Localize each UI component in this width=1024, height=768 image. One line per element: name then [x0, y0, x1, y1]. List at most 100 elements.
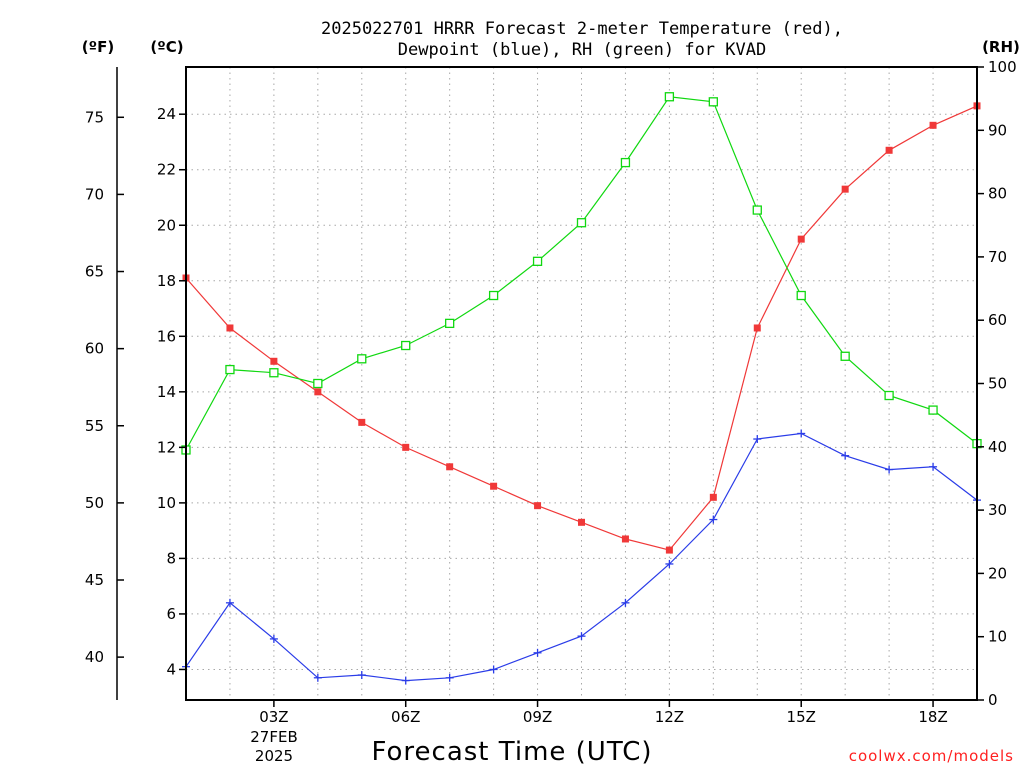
dewpoint-point	[753, 435, 762, 444]
axes: 4 6 8 10 12 14 16 18 20 22 24 40 45 50 55 60 65 70 75 0 10 20…	[85, 58, 1017, 726]
rh-point	[884, 390, 894, 401]
fahrenheit-tick-label: 55	[85, 417, 104, 435]
fahrenheit-tick-label: 60	[85, 340, 104, 358]
rh-point	[576, 218, 587, 228]
temperature-point	[841, 185, 849, 193]
celsius-tick-label: 20	[157, 216, 176, 234]
rh-tick-label: 80	[988, 185, 1007, 203]
rh-tick-label: 20	[988, 564, 1007, 582]
x-axis-title: Forecast Time (UTC)	[371, 737, 652, 767]
rh-point	[620, 157, 631, 168]
dewpoint-point	[841, 451, 850, 460]
x-tick-label: 09Z	[523, 708, 552, 726]
dewpoint-point	[445, 673, 454, 682]
fahrenheit-axis-unit: (ºF)	[82, 38, 114, 56]
rh-tick-label: 40	[988, 438, 1007, 456]
rh-tick-label: 50	[988, 375, 1007, 393]
celsius-tick-label: 8	[166, 549, 176, 567]
dewpoint-point	[225, 598, 234, 607]
dewpoint-point	[489, 665, 498, 674]
rh-point	[928, 405, 938, 415]
rh-point	[401, 340, 411, 351]
temperature-point	[534, 502, 542, 510]
rh-point	[532, 256, 543, 266]
rh-point	[796, 290, 806, 301]
rh-point	[269, 368, 279, 378]
grid-lines	[186, 67, 977, 700]
rh-point	[488, 290, 499, 301]
fahrenheit-tick-label: 70	[85, 185, 104, 203]
rh-point	[445, 318, 455, 329]
fahrenheit-tick-label: 65	[85, 263, 104, 281]
dewpoint-point	[313, 673, 322, 682]
temperature-point	[314, 388, 322, 396]
temperature-point	[578, 518, 585, 526]
rh-point	[752, 205, 762, 215]
celsius-axis-unit: (ºC)	[150, 38, 183, 56]
chart-title-line-1: 2025022701 HRRR Forecast 2-meter Tempera…	[321, 19, 843, 39]
temperature-point	[621, 535, 629, 543]
x-tick-label: 06Z	[391, 708, 420, 726]
rh-axis-unit: (RH)	[982, 38, 1020, 56]
temperature-point	[358, 418, 366, 426]
rh-point	[840, 351, 850, 361]
temperature-point	[885, 146, 893, 154]
temperature-point	[446, 463, 454, 471]
fahrenheit-tick-label: 45	[85, 571, 104, 589]
rh-point	[357, 354, 367, 364]
celsius-tick-label: 6	[166, 605, 176, 623]
x-tick-label: 12Z	[655, 708, 684, 726]
temperature-point	[226, 324, 234, 332]
rh-tick-label: 60	[988, 311, 1007, 329]
source-credit: coolwx.com/models	[849, 747, 1014, 765]
dewpoint-point	[401, 676, 410, 685]
dewpoint-point	[533, 648, 542, 657]
celsius-tick-label: 4	[166, 660, 176, 678]
dewpoint-point	[885, 465, 894, 474]
celsius-tick-label: 10	[157, 494, 176, 512]
x-tick-label: 18Z	[918, 708, 947, 726]
dewpoint-point	[357, 671, 366, 680]
temperature-point	[753, 324, 761, 332]
celsius-tick-label: 24	[157, 105, 176, 123]
rh-point	[708, 97, 718, 107]
celsius-tick-label: 14	[157, 383, 176, 401]
celsius-tick-label: 18	[157, 272, 176, 290]
dewpoint-point	[709, 515, 718, 524]
dewpoint-point	[269, 634, 278, 643]
rh-point	[664, 92, 675, 102]
rh-tick-label: 100	[988, 58, 1017, 76]
fahrenheit-tick-label: 50	[85, 494, 104, 512]
dewpoint-point	[929, 462, 938, 471]
temperature-point	[709, 493, 717, 501]
x-tick-label: 15Z	[787, 708, 816, 726]
rh-tick-label: 10	[988, 628, 1007, 646]
fahrenheit-tick-label: 40	[85, 648, 104, 666]
temperature-point	[402, 443, 410, 451]
rh-tick-label: 0	[988, 691, 998, 709]
celsius-tick-label: 22	[157, 161, 176, 179]
chart-title-line-2: Dewpoint (blue), RH (green) for KVAD	[398, 40, 766, 60]
temperature-point	[797, 235, 805, 243]
dewpoint-point	[577, 632, 586, 641]
temperature-point	[270, 357, 278, 365]
dewpoint-point	[797, 429, 806, 438]
x-tick-label: 03Z	[259, 708, 288, 726]
dewpoint-point	[665, 559, 674, 568]
rh-tick-label: 70	[988, 248, 1007, 266]
celsius-tick-label: 12	[157, 438, 176, 456]
x-date-day: 27FEB	[250, 728, 297, 746]
dewpoint-point	[621, 598, 630, 607]
temperature-point	[665, 546, 673, 554]
rh-point	[225, 364, 235, 375]
celsius-tick-label: 16	[157, 327, 176, 345]
x-date-year: 2025	[255, 747, 293, 765]
temperature-point	[929, 121, 937, 129]
rh-tick-label: 90	[988, 121, 1007, 139]
rh-point	[313, 378, 323, 389]
fahrenheit-tick-label: 75	[85, 108, 104, 126]
temperature-point	[490, 482, 498, 490]
plot-series	[181, 92, 982, 685]
rh-tick-label: 30	[988, 501, 1007, 519]
